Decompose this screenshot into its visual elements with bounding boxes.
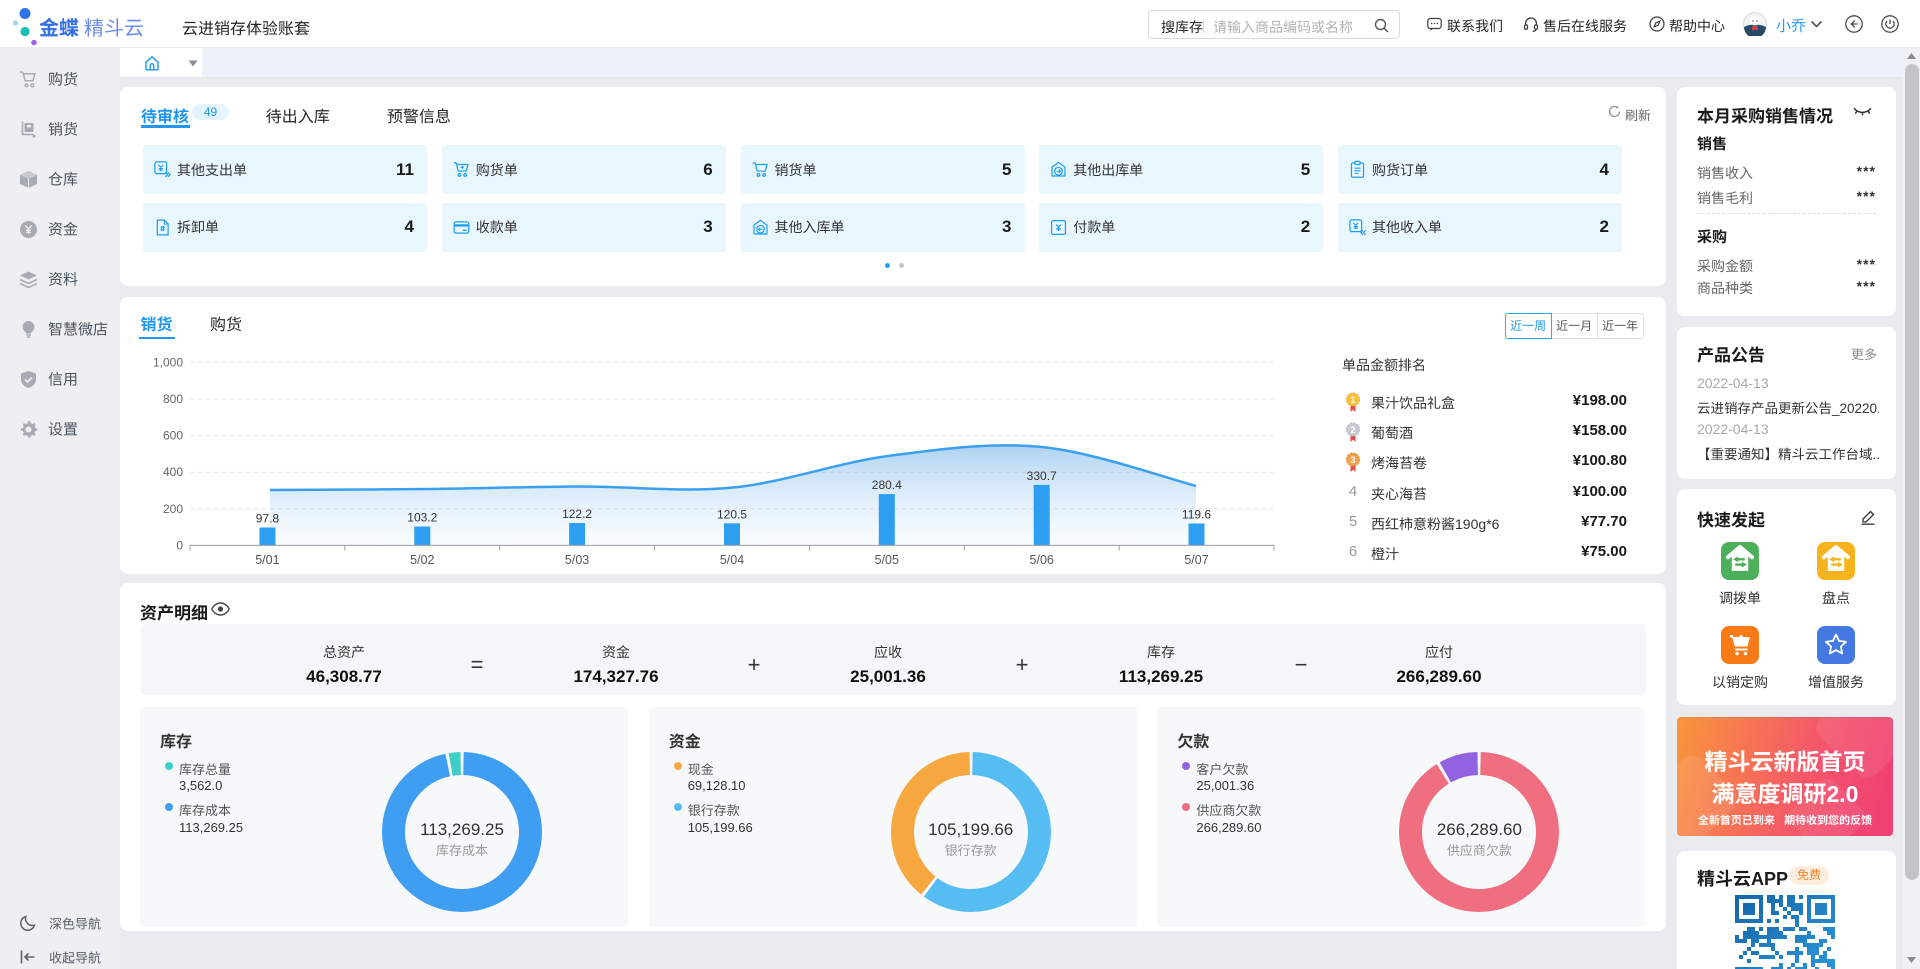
svg-text:600: 600 <box>163 429 183 443</box>
svg-text:5/03: 5/03 <box>565 553 589 567</box>
svg-text:103.2: 103.2 <box>407 511 437 525</box>
svg-text:0: 0 <box>176 538 183 552</box>
svg-text:5/06: 5/06 <box>1030 553 1054 567</box>
svg-text:120.5: 120.5 <box>717 507 747 521</box>
svg-text:200: 200 <box>163 502 183 516</box>
svg-text:122.2: 122.2 <box>562 507 592 521</box>
svg-text:3: 3 <box>1350 455 1355 465</box>
svg-text:5/05: 5/05 <box>875 553 899 567</box>
svg-text:1: 1 <box>1350 395 1355 405</box>
svg-text:5/02: 5/02 <box>410 553 434 567</box>
svg-text:400: 400 <box>163 465 183 479</box>
svg-text:5/07: 5/07 <box>1184 553 1208 567</box>
svg-text:2: 2 <box>1350 425 1355 435</box>
svg-text:97.8: 97.8 <box>256 512 280 526</box>
svg-text:330.7: 330.7 <box>1027 469 1057 483</box>
svg-text:5/01: 5/01 <box>255 553 279 567</box>
svg-text:5/04: 5/04 <box>720 553 744 567</box>
svg-text:1,000: 1,000 <box>153 355 183 369</box>
svg-text:119.6: 119.6 <box>1182 508 1211 522</box>
svg-text:280.4: 280.4 <box>872 478 902 492</box>
svg-text:800: 800 <box>163 392 183 406</box>
